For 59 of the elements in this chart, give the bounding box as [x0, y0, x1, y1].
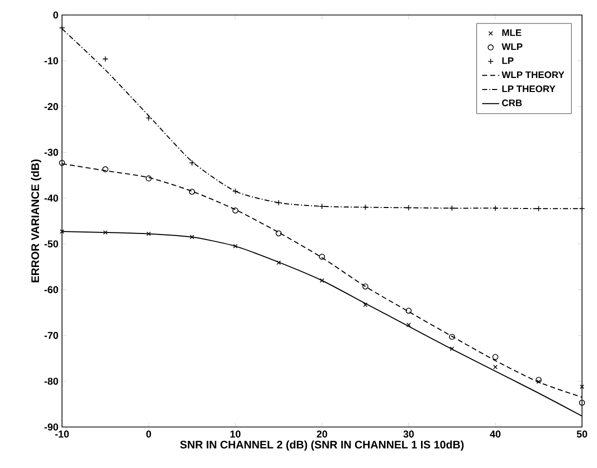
point [406, 308, 412, 314]
x-tick-label: 50 [576, 430, 588, 438]
point [450, 346, 454, 351]
x-tick-label: 30 [403, 430, 414, 438]
point [232, 207, 238, 214]
point [276, 200, 282, 206]
y-axis-title: ERROR VARIANCE (dB) [31, 160, 42, 282]
point [449, 334, 455, 340]
point [320, 278, 324, 283]
point [493, 364, 498, 370]
x-tick-label: 10 [230, 430, 240, 438]
point [146, 175, 152, 182]
point [102, 166, 108, 172]
x-tick-label: -10 [55, 430, 69, 438]
x-tick-label: 0 [146, 430, 152, 438]
point [536, 376, 542, 383]
point [276, 230, 282, 236]
point [449, 205, 455, 212]
point [580, 384, 584, 389]
x-axis-title: SNR IN CHANNEL 2 (dB) (SNR IN CHANNEL 1 IS 10dB) [180, 440, 464, 451]
y-tick-label: -40 [44, 194, 58, 202]
y-tick-label: -10 [44, 57, 58, 64]
legend-label: LP THEORY [502, 85, 556, 92]
point [59, 160, 65, 166]
legend-label: WLP THEORY [502, 71, 564, 78]
point [363, 302, 368, 308]
point [536, 379, 541, 384]
y-tick-label: -50 [44, 240, 58, 248]
point [492, 205, 498, 212]
point [233, 244, 238, 248]
y-tick-label: -70 [44, 332, 58, 339]
point [59, 24, 65, 31]
point [492, 354, 498, 360]
legend-label: LP [502, 57, 514, 64]
point [406, 322, 411, 328]
legend-label: WLP [502, 43, 522, 50]
point [319, 254, 325, 260]
point [102, 56, 108, 62]
y-tick-label: -20 [44, 103, 58, 110]
point [103, 230, 108, 235]
point [189, 188, 195, 195]
y-tick-label: 0 [53, 11, 58, 19]
point [406, 204, 412, 211]
x-tick-label: 20 [316, 430, 328, 438]
point [579, 400, 585, 406]
point [362, 204, 368, 210]
point [146, 232, 151, 236]
legend-label: CRB [502, 100, 522, 106]
point [276, 260, 281, 265]
y-tick-label: -60 [44, 286, 58, 294]
point [362, 283, 368, 290]
legend-label: MLE [502, 29, 522, 36]
x-tick-label: 40 [490, 430, 500, 438]
point [190, 234, 194, 240]
y-tick-label: -80 [44, 378, 58, 385]
y-tick-label: -90 [44, 423, 58, 431]
point [146, 115, 152, 121]
y-tick-label: -30 [44, 148, 58, 156]
point [232, 188, 238, 194]
